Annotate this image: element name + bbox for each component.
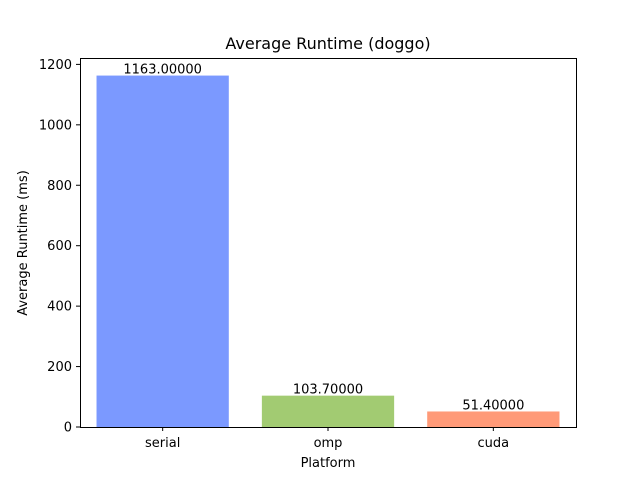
y-tick-label-400: 400 xyxy=(47,300,72,315)
bar-serial xyxy=(96,75,229,427)
data-label-serial: 1163.00000 xyxy=(123,63,202,78)
data-label-cuda: 51.40000 xyxy=(462,398,524,413)
y-axis-label: Average Runtime (ms) xyxy=(16,170,31,316)
y-tick-label-600: 600 xyxy=(47,239,72,254)
bar-cuda xyxy=(427,411,560,427)
bars-group: 1163.00000 103.70000 51.40000 xyxy=(96,63,560,427)
x-tick-label-serial: serial xyxy=(145,436,180,451)
y-tick-label-800: 800 xyxy=(47,179,72,194)
plot-frame xyxy=(80,58,577,428)
y-tick-label-1000: 1000 xyxy=(39,118,72,133)
chart-title: Average Runtime (doggo) xyxy=(225,34,430,53)
y-axis-ticks: 0 200 400 600 800 1000 1200 xyxy=(39,58,80,436)
data-label-omp: 103.70000 xyxy=(293,383,363,398)
bar-omp xyxy=(261,395,395,427)
x-axis-ticks: serial omp cuda xyxy=(145,427,509,451)
x-axis-label: Platform xyxy=(301,456,356,471)
x-tick-label-cuda: cuda xyxy=(478,436,510,451)
y-tick-label-200: 200 xyxy=(47,360,72,375)
x-tick-label-omp: omp xyxy=(314,436,343,451)
y-tick-label-0: 0 xyxy=(64,421,72,436)
y-tick-label-1200: 1200 xyxy=(39,58,72,73)
